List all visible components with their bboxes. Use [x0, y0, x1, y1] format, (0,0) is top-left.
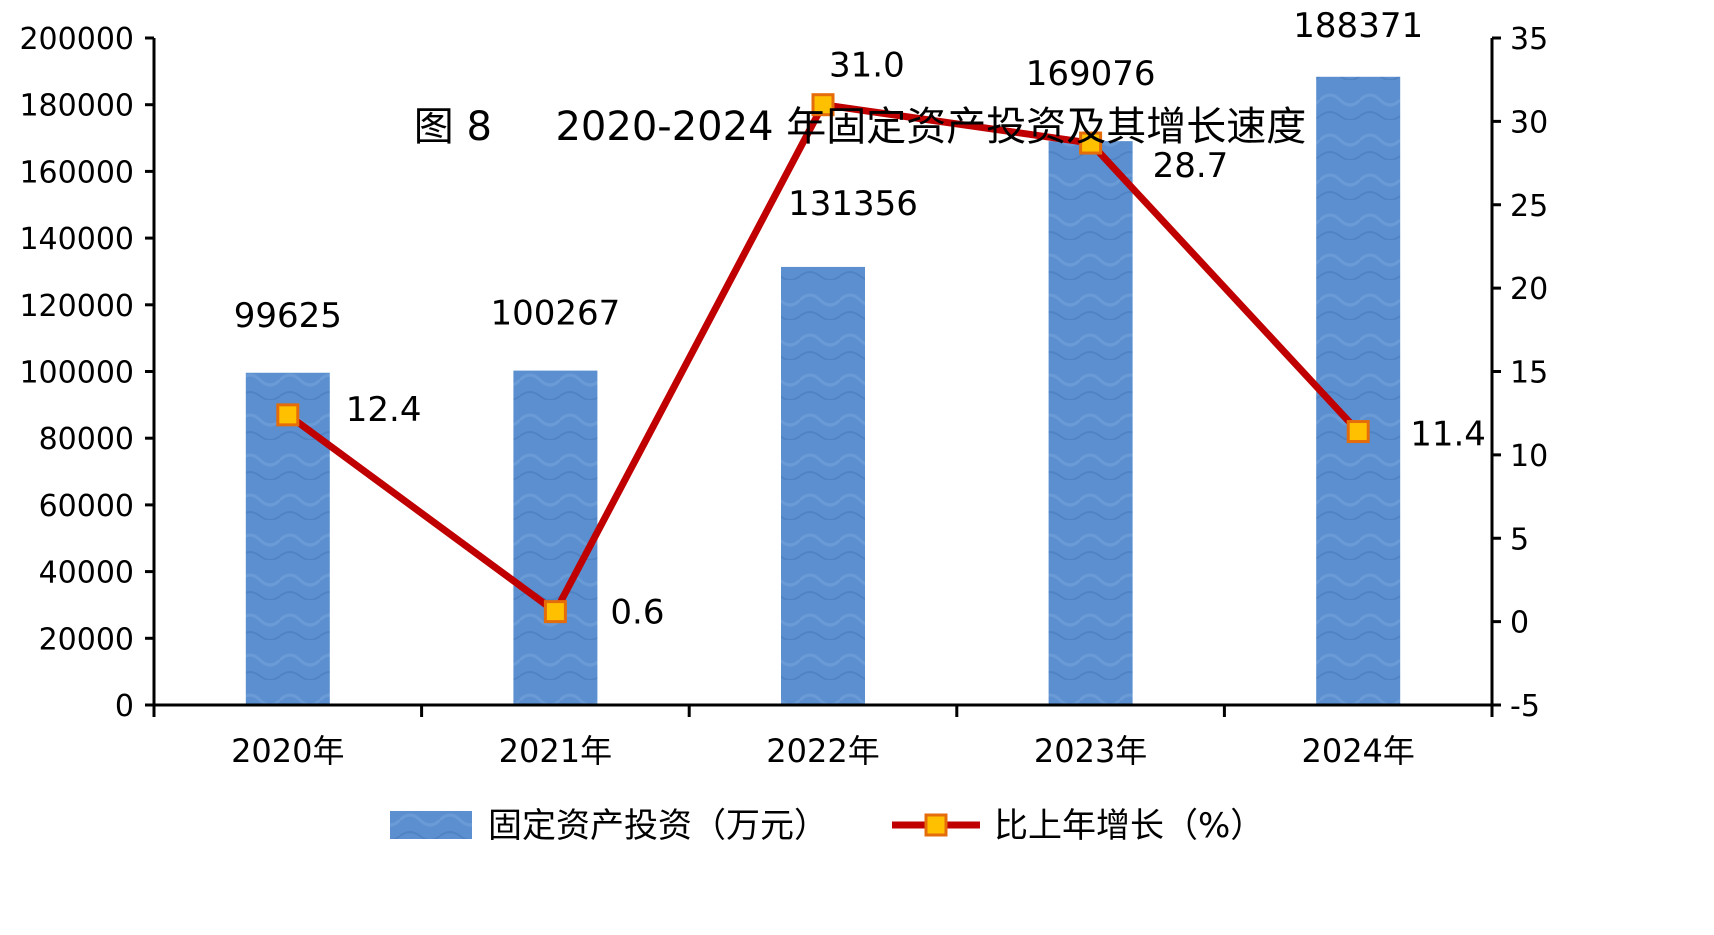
labels-layer: 99625 100267 131356 169076 188371 12.4 0.6 31.0…	[234, 6, 1486, 633]
x-tick-label: 2024年	[1301, 732, 1414, 770]
bar-data-label: 131356	[788, 184, 918, 224]
y-right-tick-label: 30	[1510, 105, 1548, 140]
y-right-tick-label: 35	[1510, 22, 1548, 57]
x-tick-label: 2022年	[766, 732, 879, 770]
line-data-label: 0.6	[610, 593, 664, 633]
axes-layer: 0 20000 40000 60000 80000 100000 120000 140000 1…	[19, 22, 1548, 770]
line-point-1	[543, 600, 567, 624]
bars-layer	[245, 76, 1401, 706]
legend-line-marker	[924, 813, 948, 837]
y-left-tick-label: 120000	[19, 289, 134, 324]
y-left-tick-label: 180000	[19, 89, 134, 124]
bar-3	[1048, 141, 1133, 706]
y-left-tick-label: 0	[115, 689, 134, 724]
bar-data-label: 100267	[491, 294, 621, 334]
y-right-tick-label: 0	[1510, 606, 1529, 641]
legend-bar-label: 固定资产投资（万元）	[488, 806, 828, 846]
y-left-tick-label: 40000	[39, 556, 134, 591]
y-left-tick-label: 80000	[39, 422, 134, 457]
legend: 固定资产投资（万元） 比上年增长（%）	[390, 806, 1264, 846]
y-right-tick-label: 25	[1510, 189, 1548, 224]
line-layer	[276, 93, 1370, 624]
y-right-tick-label: 5	[1510, 522, 1529, 557]
line-point-3	[1079, 131, 1103, 155]
y-right-tick-label: 10	[1510, 439, 1548, 474]
bar-data-label: 99625	[234, 296, 342, 336]
x-tick-label: 2021年	[499, 732, 612, 770]
y-right-tick-label: 20	[1510, 272, 1548, 307]
bar-2	[781, 266, 865, 705]
y-left-tick-label: 160000	[19, 155, 134, 190]
y-right-tick-label: 15	[1510, 356, 1548, 391]
chart-title: 图 8 2020-2024 年固定资产投资及其增长速度	[414, 104, 1306, 150]
line-data-label: 11.4	[1410, 415, 1486, 455]
line-data-label: 28.7	[1153, 146, 1229, 186]
bar-4	[1316, 76, 1401, 705]
line-point-4	[1346, 420, 1370, 444]
line-point-0	[276, 403, 300, 427]
y-right-tick-label: -5	[1510, 689, 1540, 724]
bar-1	[513, 370, 598, 705]
x-tick-label: 2020年	[231, 732, 344, 770]
legend-bar-swatch	[390, 811, 472, 839]
y-left-tick-label: 60000	[39, 489, 134, 524]
y-left-tick-label: 20000	[39, 622, 134, 657]
line-data-label: 12.4	[346, 390, 422, 430]
y-left-tick-label: 140000	[19, 222, 134, 257]
line-point-2	[811, 93, 835, 117]
y-left-tick-label: 200000	[19, 22, 134, 57]
x-tick-label: 2023年	[1034, 732, 1147, 770]
bar-0	[245, 372, 330, 705]
legend-line-label: 比上年增长（%）	[994, 806, 1264, 846]
line-data-label: 31.0	[829, 46, 905, 86]
y-left-tick-label: 100000	[19, 356, 134, 391]
bar-data-label: 188371	[1293, 6, 1423, 46]
bar-data-label: 169076	[1026, 54, 1156, 94]
